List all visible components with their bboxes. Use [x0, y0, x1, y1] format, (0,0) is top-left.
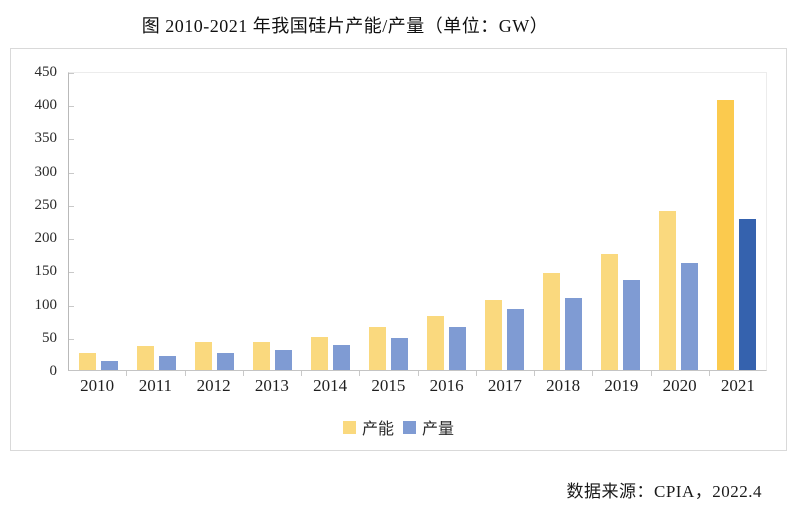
x-axis-labels: 2010 2011 2012 2013 2014 2015 2016 2017 2018 2019… [68, 376, 767, 396]
y-axis-tick [69, 139, 74, 141]
y-axis-tick [69, 272, 74, 274]
category-group-2015 [359, 73, 417, 370]
category-group-2019 [592, 73, 650, 370]
x-axis-label-2021: 2021 [720, 376, 755, 395]
x-axis-tick [417, 371, 419, 376]
bar-产能-2018 [543, 273, 561, 370]
bar-产能-2021 [717, 99, 735, 370]
y-axis-tick-label: 0 [49, 363, 58, 379]
bar-产能-2010 [78, 353, 96, 370]
legend-swatch-output [403, 420, 416, 434]
y-axis-tick-label: 350 [34, 130, 58, 147]
category-group-2017 [476, 73, 534, 370]
bar-产量-2016 [449, 326, 466, 370]
y-axis-tick-label: 450 [34, 64, 58, 80]
plot-area [68, 72, 767, 371]
legend-item-output: 产量 [403, 415, 454, 439]
x-axis-tick [301, 371, 302, 376]
bar-产量-2021 [739, 219, 757, 370]
bars-row [69, 73, 766, 370]
y-axis-tick [69, 106, 74, 108]
bar-产能-2016 [427, 315, 444, 370]
y-axis-tick-label: 400 [34, 97, 58, 114]
chart-title: 图 2010-2021 年我国硅片产能/产量（单位：GW） [141, 16, 549, 36]
bar-产量-2010 [100, 361, 118, 370]
x-axis-tick [242, 371, 244, 376]
bar-产能-2017 [485, 300, 503, 370]
y-axis-tick-label: 150 [34, 263, 58, 280]
x-axis-tick [708, 371, 710, 376]
x-axis-tick [126, 371, 128, 376]
y-axis-tick-label: 50 [42, 329, 57, 346]
legend-swatch-capacity [342, 420, 356, 434]
x-axis-tick [650, 371, 652, 376]
x-axis-label-2014: 2014 [313, 376, 348, 395]
bar-产量-2011 [158, 356, 176, 370]
y-axis-tick [69, 305, 74, 307]
y-axis-tick [69, 172, 74, 174]
x-axis-label-2019: 2019 [604, 376, 639, 395]
category-group-2020 [650, 73, 708, 370]
y-axis-tick [69, 205, 74, 207]
x-axis-label-2011: 2011 [138, 376, 173, 395]
x-axis-tick [184, 371, 186, 376]
bar-产量-2013 [274, 350, 292, 370]
bar-产能-2013 [252, 342, 270, 370]
legend: 产能 产量 [11, 415, 786, 439]
category-group-2011 [127, 73, 185, 370]
category-group-2010 [69, 73, 127, 370]
x-axis-label-2020: 2020 [662, 376, 697, 395]
bar-产量-2018 [565, 298, 583, 370]
bar-产量-2020 [681, 263, 699, 370]
bar-产能-2011 [136, 346, 154, 370]
y-axis-tick-label: 250 [34, 196, 58, 213]
bar-产量-2019 [623, 280, 641, 370]
category-group-2016 [417, 73, 475, 370]
bar-产能-2020 [659, 210, 677, 370]
y-axis-tick [69, 338, 74, 340]
y-axis-tick-label: 100 [34, 296, 58, 313]
bar-产能-2012 [194, 342, 212, 370]
legend-label-capacity: 产能 [361, 421, 394, 438]
y-axis-tick-label: 300 [34, 163, 58, 180]
x-axis-tick [592, 371, 594, 376]
category-group-2018 [534, 73, 592, 370]
x-axis-tick [359, 371, 361, 376]
x-axis-label-2018: 2018 [546, 376, 581, 395]
bar-产能-2015 [368, 326, 386, 370]
x-axis-label-2016: 2016 [429, 376, 464, 395]
x-axis-tick [475, 371, 477, 376]
category-group-2012 [185, 73, 243, 370]
legend-item-capacity: 产能 [342, 415, 394, 439]
x-axis-label-2012: 2012 [196, 376, 231, 395]
bar-产量-2017 [507, 308, 525, 370]
bar-产量-2012 [216, 352, 234, 370]
bar-产能-2019 [601, 254, 619, 370]
x-axis-label-2013: 2013 [254, 376, 289, 395]
bar-产量-2014 [332, 344, 350, 370]
category-group-2013 [243, 73, 301, 370]
y-axis-tick [69, 239, 74, 241]
chart-container: 450 400 350 300 250 200 150 100 50 0 2010 2011 2012… [10, 48, 787, 451]
x-axis-label-2010: 2010 [80, 376, 115, 395]
bar-产能-2014 [310, 336, 328, 370]
x-axis-label-2017: 2017 [487, 376, 522, 395]
legend-label-output: 产量 [422, 421, 455, 438]
x-axis-label-2015: 2015 [371, 376, 406, 395]
category-group-2014 [301, 73, 359, 370]
data-source-note: 数据来源：CPIA，2022.4 [566, 482, 762, 501]
bar-产量-2015 [390, 338, 408, 370]
y-axis-tick [69, 73, 74, 74]
x-axis-tick [534, 371, 535, 376]
y-axis-tick-label: 200 [34, 230, 58, 247]
category-group-2021 [708, 73, 766, 370]
